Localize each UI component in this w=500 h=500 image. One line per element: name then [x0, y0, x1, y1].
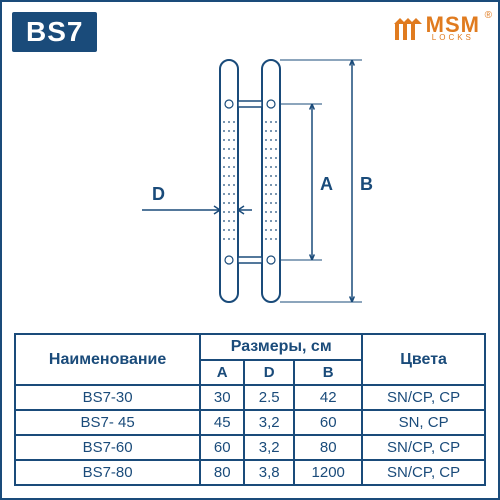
- cell-B: 42: [294, 385, 362, 410]
- svg-text:B: B: [360, 174, 373, 194]
- table-row: BS7-30302.542SN/CP, CP: [15, 385, 485, 410]
- technical-diagram: DAB: [52, 52, 452, 312]
- table-header-row: Наименование Размеры, см Цвета: [15, 334, 485, 360]
- cell-colors: SN/CP, CP: [362, 460, 485, 485]
- model-badge: BS7: [12, 12, 97, 52]
- cell-A: 80: [200, 460, 244, 485]
- logo-text: MSM: [426, 15, 480, 35]
- cell-D: 3,8: [244, 460, 294, 485]
- cell-A: 45: [200, 410, 244, 435]
- table-row: BS7- 45453,260SN, CP: [15, 410, 485, 435]
- logo-text-wrap: MSM LOCKS: [426, 15, 480, 42]
- page-frame: BS7 MSM LOCKS ® DAB: [0, 0, 500, 500]
- col-name: Наименование: [15, 334, 200, 385]
- registered-icon: ®: [485, 10, 492, 21]
- cell-B: 80: [294, 435, 362, 460]
- table-row: BS7-60603,280SN/CP, CP: [15, 435, 485, 460]
- cell-A: 60: [200, 435, 244, 460]
- cell-name: BS7-80: [15, 460, 200, 485]
- cell-name: BS7-30: [15, 385, 200, 410]
- brand-logo: MSM LOCKS: [388, 14, 480, 42]
- cell-D: 2.5: [244, 385, 294, 410]
- cell-D: 3,2: [244, 410, 294, 435]
- cell-colors: SN/CP, CP: [362, 385, 485, 410]
- cell-name: BS7-60: [15, 435, 200, 460]
- cell-B: 60: [294, 410, 362, 435]
- cell-colors: SN, CP: [362, 410, 485, 435]
- col-B: B: [294, 360, 362, 385]
- col-colors: Цвета: [362, 334, 485, 385]
- cell-name: BS7- 45: [15, 410, 200, 435]
- svg-text:D: D: [152, 184, 165, 204]
- cell-A: 30: [200, 385, 244, 410]
- cell-colors: SN/CP, CP: [362, 435, 485, 460]
- svg-text:A: A: [320, 174, 333, 194]
- cell-B: 1200: [294, 460, 362, 485]
- logo-subtext: LOCKS: [426, 34, 480, 41]
- cell-D: 3,2: [244, 435, 294, 460]
- spec-table: Наименование Размеры, см Цвета A D B BS7…: [14, 333, 486, 486]
- col-dims: Размеры, см: [200, 334, 362, 360]
- table-row: BS7-80803,81200SN/CP, CP: [15, 460, 485, 485]
- col-A: A: [200, 360, 244, 385]
- col-D: D: [244, 360, 294, 385]
- logo-house-icon: [388, 14, 422, 42]
